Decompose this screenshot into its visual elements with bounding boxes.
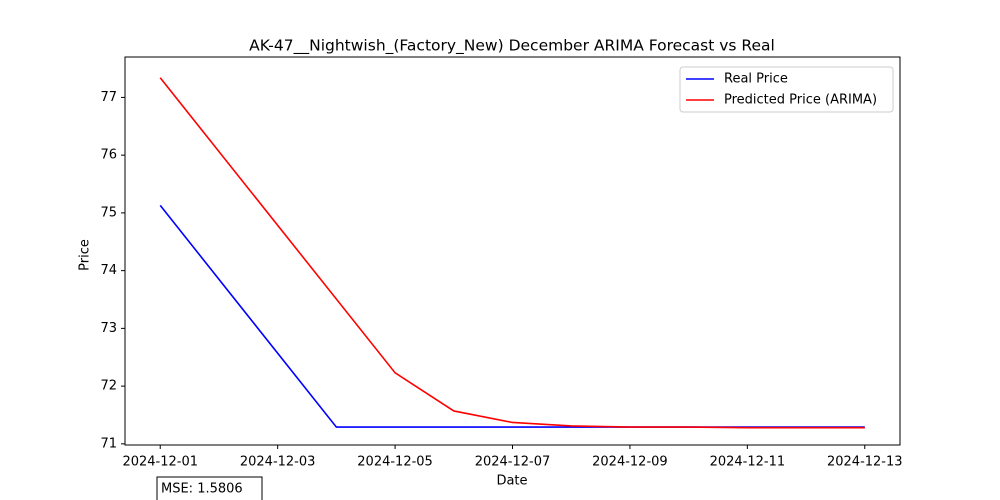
x-tick-label: 2024-12-11 [710, 455, 786, 470]
x-tick-label: 2024-12-13 [827, 455, 903, 470]
y-tick-label: 71 [100, 436, 117, 451]
x-tick-label: 2024-12-03 [240, 455, 316, 470]
chart-title: AK-47__Nightwish_(Factory_New) December … [249, 37, 775, 56]
y-tick-label: 72 [100, 379, 117, 394]
y-tick-label: 77 [100, 90, 117, 105]
y-tick-label: 73 [100, 321, 117, 336]
y-tick-label: 75 [100, 205, 117, 220]
metrics-text: MSE: 1.5806 [161, 482, 243, 497]
x-tick-label: 2024-12-07 [475, 455, 551, 470]
x-tick-label: 2024-12-01 [122, 455, 198, 470]
legend-label: Real Price [724, 72, 788, 87]
legend [679, 66, 894, 113]
series-line [159, 77, 865, 429]
x-axis-label: Date [496, 474, 527, 489]
legend-label: Predicted Price (ARIMA) [724, 93, 877, 108]
metrics-box [156, 476, 263, 500]
x-tick-label: 2024-12-09 [592, 455, 668, 470]
y-tick-label: 76 [100, 148, 117, 163]
y-axis-label: Price [78, 239, 93, 271]
x-tick-label: 2024-12-05 [357, 455, 433, 470]
y-tick-label: 74 [100, 263, 117, 278]
